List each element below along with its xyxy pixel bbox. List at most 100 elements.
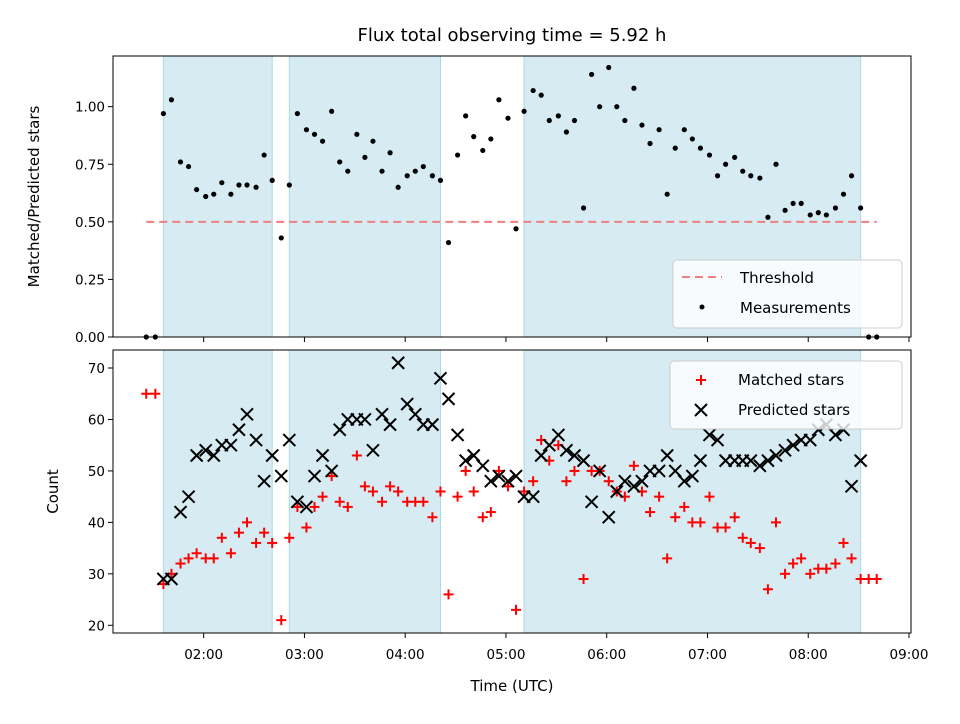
matched-star-point — [351, 450, 362, 461]
matched-star-point — [830, 558, 841, 569]
measurement-point — [194, 186, 200, 193]
measurement-point — [732, 154, 738, 160]
top-y-ticks: 0.00 0.25 0.50 0.75 1.00 — [75, 100, 113, 346]
bottom-x-ticks: 02:00 03:00 04:00 05:00 06:00 07:00 08:00 09:00 — [184, 633, 928, 663]
predicted-star-point — [173, 505, 188, 519]
measurement-point — [664, 191, 670, 197]
matched-star-point — [377, 496, 388, 507]
measurement-point — [622, 117, 628, 124]
predicted-star-point — [551, 428, 566, 442]
measurement-point — [773, 161, 779, 167]
predicted-star-point — [274, 469, 288, 483]
matched-star-point — [242, 517, 253, 528]
matched-star-point — [334, 496, 345, 507]
predicted-star-point — [660, 448, 674, 463]
measurement-point — [345, 168, 351, 174]
matched-star-point — [385, 481, 396, 492]
matched-star-point — [477, 512, 488, 523]
measurement-point — [807, 212, 813, 218]
predicted-star-point — [257, 474, 271, 488]
matched-star-point — [175, 558, 186, 569]
measurement-point — [294, 110, 300, 117]
legend-threshold-label: Threshold — [739, 269, 814, 287]
observing-interval-0 — [162, 55, 273, 338]
matched-star-point — [485, 507, 496, 518]
matched-star-point — [191, 548, 202, 559]
matched-star-point — [745, 537, 756, 548]
matched-star-point — [838, 537, 849, 548]
predicted-star-point — [753, 459, 767, 473]
measurement-point — [303, 127, 310, 133]
measurement-point — [480, 147, 486, 154]
predicted-star-point — [282, 433, 297, 447]
measurement-point — [354, 131, 360, 137]
x-tick-label: 05:00 — [487, 647, 526, 663]
matched-star-point — [208, 553, 219, 564]
measurement-point — [454, 152, 461, 158]
measurement-point — [748, 173, 754, 179]
x-tick-label: 02:00 — [184, 647, 223, 663]
matched-star-point — [737, 532, 748, 543]
matched-star-point — [292, 501, 303, 512]
measurement-point — [311, 131, 318, 137]
predicted-star-point — [249, 433, 263, 447]
bottom-y-tick-label: 70 — [88, 361, 105, 377]
matched-star-point — [645, 507, 656, 518]
measurement-point — [815, 210, 821, 216]
matched-star-point — [309, 501, 320, 512]
predicted-star-point — [559, 443, 574, 458]
measurement-point — [228, 191, 234, 197]
measurement-point — [445, 239, 452, 246]
predicted-star-point — [828, 428, 843, 442]
matched-star-point — [259, 527, 270, 538]
matched-star-point — [578, 573, 589, 584]
matched-star-point — [796, 553, 807, 564]
predicted-star-point — [778, 443, 792, 458]
matched-star-point — [754, 543, 765, 554]
predicted-star-point — [366, 443, 380, 458]
predicted-star-point — [618, 474, 632, 488]
measurement-point — [437, 177, 444, 183]
x-tick-label: 07:00 — [688, 647, 727, 663]
matched-star-point — [704, 491, 715, 502]
predicted-star-point — [408, 407, 422, 422]
matched-star-point — [284, 532, 295, 543]
matched-star-point — [418, 496, 429, 507]
predicted-star-point — [492, 469, 506, 483]
matched-star-point — [150, 388, 161, 399]
predicted-star-point — [189, 448, 204, 463]
matched-star-point — [233, 527, 244, 538]
matched-star-point — [452, 491, 463, 502]
bottom-legend: Matched stars Predicted stars — [669, 360, 903, 430]
x-axis-label: Time (UTC) — [470, 677, 554, 695]
matched-star-point — [493, 465, 504, 476]
top-panel: 0.00 0.25 0.50 0.75 1.00 Matched/Predicted s… — [25, 55, 912, 346]
measurement-point — [555, 113, 561, 119]
top-legend-box — [672, 259, 903, 329]
measurement-point — [429, 173, 436, 179]
matched-star-point — [342, 501, 353, 512]
x-tick-label: 06:00 — [587, 647, 626, 663]
predicted-stars-points — [156, 356, 868, 586]
x-tick-label: 04:00 — [386, 647, 425, 663]
matched-star-point — [326, 471, 337, 482]
measurement-point — [505, 115, 511, 121]
predicted-star-point — [299, 500, 314, 514]
predicted-star-point — [198, 443, 213, 458]
predicted-star-point — [576, 453, 591, 468]
top-axes-frame — [112, 55, 912, 338]
measurement-point — [697, 145, 704, 151]
matched-star-point — [251, 537, 262, 548]
measurement-point — [253, 184, 259, 190]
measurement-point — [614, 104, 620, 110]
measurement-point — [185, 163, 192, 170]
predicted-star-point — [769, 448, 783, 463]
predicted-star-point — [567, 448, 582, 463]
measurement-point — [858, 205, 864, 211]
measurement-point — [211, 191, 217, 197]
predicted-star-point — [744, 453, 758, 468]
predicted-star-point — [332, 423, 347, 437]
measurement-point — [765, 214, 771, 220]
matched-star-point — [821, 563, 832, 574]
